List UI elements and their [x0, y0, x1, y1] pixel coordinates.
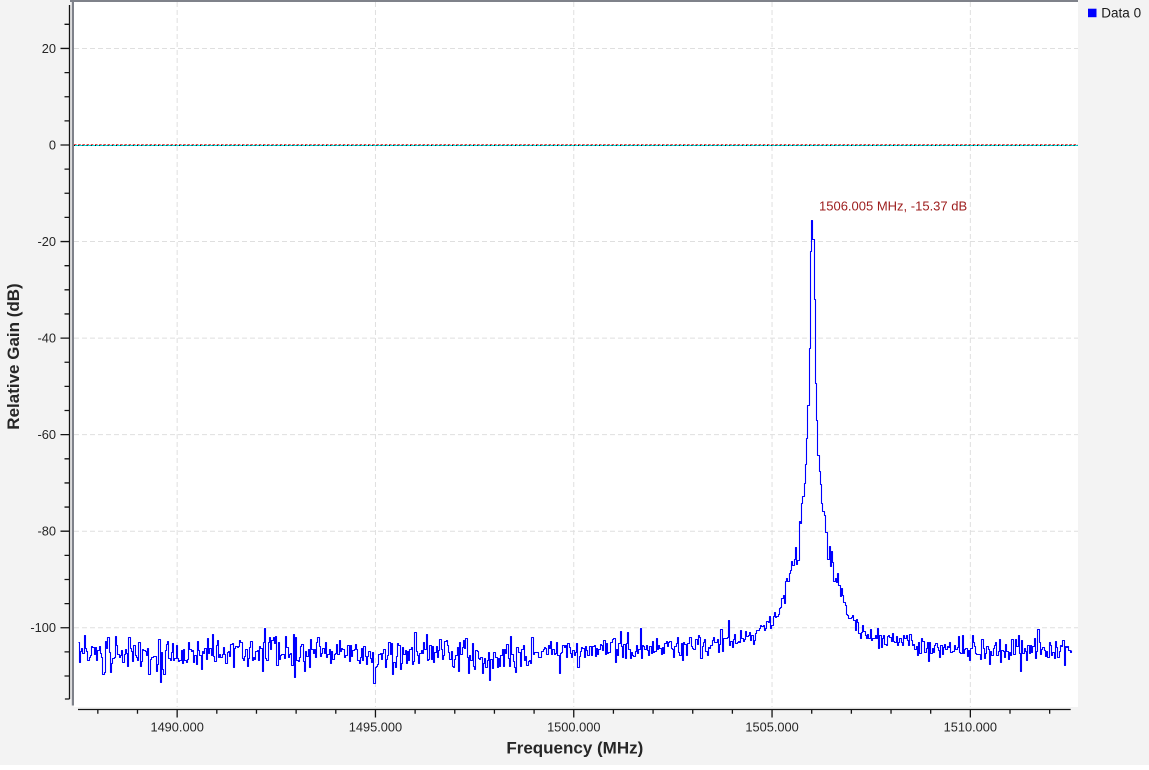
svg-text:Relative Gain (dB): Relative Gain (dB) [4, 283, 23, 429]
svg-text:-80: -80 [38, 524, 57, 539]
svg-text:1505.000: 1505.000 [745, 719, 798, 734]
svg-text:-20: -20 [38, 234, 57, 249]
svg-text:1495.000: 1495.000 [349, 719, 402, 734]
svg-text:Frequency (MHz): Frequency (MHz) [506, 738, 643, 757]
svg-text:-40: -40 [38, 331, 57, 346]
svg-text:1510.000: 1510.000 [944, 719, 997, 734]
svg-text:1490.000: 1490.000 [150, 719, 203, 734]
svg-text:-60: -60 [38, 427, 57, 442]
svg-text:20: 20 [42, 41, 56, 56]
svg-text:-100: -100 [30, 620, 56, 635]
svg-text:1506.005 MHz, -15.37 dB: 1506.005 MHz, -15.37 dB [819, 198, 967, 213]
svg-text:1500.000: 1500.000 [547, 719, 600, 734]
svg-text:0: 0 [49, 137, 56, 152]
svg-text:Data 0: Data 0 [1101, 6, 1141, 21]
